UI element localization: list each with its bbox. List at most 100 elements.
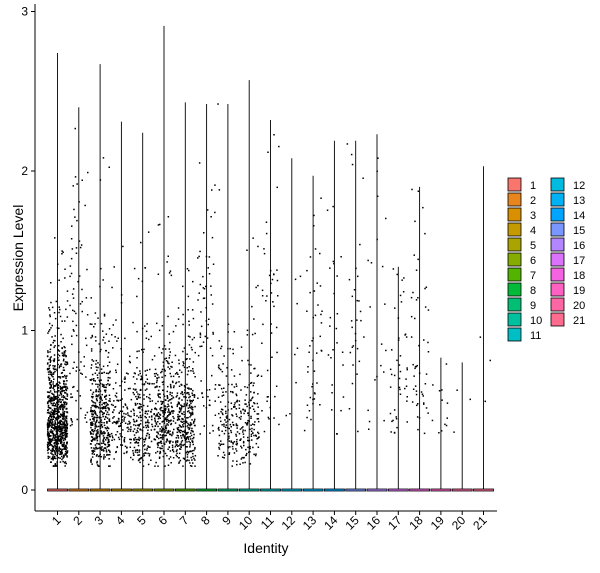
cell-point — [60, 403, 63, 406]
cell-point — [251, 405, 254, 407]
cell-point — [81, 310, 83, 313]
cell-point — [186, 446, 188, 448]
cell-point — [413, 254, 415, 256]
cell-point — [85, 344, 88, 347]
cell-point — [161, 429, 163, 431]
cell-point — [331, 392, 333, 394]
cell-point — [91, 383, 94, 385]
cell-point — [108, 420, 111, 422]
cell-point — [218, 434, 221, 437]
cell-point — [230, 440, 232, 442]
cell-point — [164, 374, 167, 377]
cell-point — [94, 323, 96, 325]
cell-point — [98, 372, 100, 374]
cell-point — [47, 436, 50, 439]
cell-point — [61, 250, 63, 252]
cell-point — [49, 440, 51, 442]
cell-point — [167, 411, 169, 413]
cell-point — [220, 443, 222, 445]
cell-point — [222, 443, 225, 445]
cell-point — [179, 369, 181, 371]
cell-point — [66, 455, 68, 457]
cell-point — [65, 434, 68, 436]
legend-label-3: 3 — [530, 210, 536, 222]
cell-point — [96, 369, 98, 371]
legend-label-7: 7 — [530, 270, 536, 282]
cell-point — [261, 295, 264, 297]
cell-point — [91, 323, 93, 325]
cell-point — [49, 358, 51, 361]
cell-point — [61, 388, 64, 390]
cell-point — [181, 439, 184, 442]
cell-point — [122, 429, 124, 431]
cell-point — [188, 388, 190, 390]
cell-point — [415, 269, 418, 271]
cell-point — [188, 324, 190, 326]
cell-point — [108, 444, 111, 446]
cell-point — [197, 397, 199, 399]
cell-point — [200, 311, 202, 313]
cell-point — [148, 383, 151, 385]
cell-point — [211, 236, 214, 239]
cell-point — [115, 421, 118, 423]
cell-point — [273, 134, 275, 136]
cell-point — [252, 396, 254, 399]
cell-point — [53, 457, 56, 460]
cell-point — [124, 416, 126, 419]
cell-point — [346, 143, 349, 145]
cell-point — [141, 377, 143, 379]
cell-point — [250, 399, 252, 401]
cell-point — [97, 377, 99, 379]
cell-point — [168, 409, 170, 412]
y-axis-title: Expression Level — [10, 205, 26, 312]
cell-point — [247, 412, 249, 414]
cell-point — [63, 422, 65, 425]
cell-point — [193, 421, 195, 423]
cell-point — [231, 421, 234, 424]
cell-point — [100, 455, 102, 458]
cell-point — [153, 438, 156, 440]
cell-point — [52, 413, 55, 416]
cell-point — [424, 383, 427, 385]
cell-point — [267, 396, 269, 398]
cell-point — [53, 407, 56, 410]
cell-point — [228, 437, 230, 439]
cell-point — [114, 336, 116, 338]
cell-point — [294, 353, 296, 356]
cell-point — [405, 336, 408, 338]
cell-point — [242, 431, 244, 433]
cell-point — [306, 416, 308, 419]
cell-point — [64, 437, 66, 440]
violin-base-9 — [217, 488, 239, 492]
cell-point — [114, 406, 116, 408]
cell-point — [469, 398, 471, 401]
cell-point — [94, 412, 97, 414]
cell-point — [154, 417, 156, 419]
cell-point — [56, 441, 58, 443]
cell-point — [50, 431, 52, 434]
cell-point — [180, 446, 182, 448]
cell-point — [425, 286, 428, 288]
cell-point — [179, 448, 182, 450]
cell-point — [168, 413, 171, 415]
cell-point — [278, 423, 280, 426]
cell-point — [73, 361, 75, 364]
cell-point — [414, 385, 417, 387]
cell-point — [49, 398, 52, 401]
cell-point — [92, 430, 95, 433]
cell-point — [230, 369, 233, 371]
cell-point — [167, 403, 169, 406]
cell-point — [164, 431, 167, 433]
cell-point — [176, 441, 179, 443]
cell-point — [185, 432, 187, 434]
cell-point — [250, 382, 252, 384]
cell-point — [191, 427, 193, 430]
cell-point — [146, 388, 148, 390]
cell-point — [60, 431, 62, 433]
cell-point — [132, 430, 135, 433]
cell-point — [133, 393, 135, 396]
cell-point — [90, 461, 92, 463]
cell-point — [140, 419, 142, 422]
cell-point — [79, 395, 81, 397]
cell-point — [95, 366, 98, 368]
